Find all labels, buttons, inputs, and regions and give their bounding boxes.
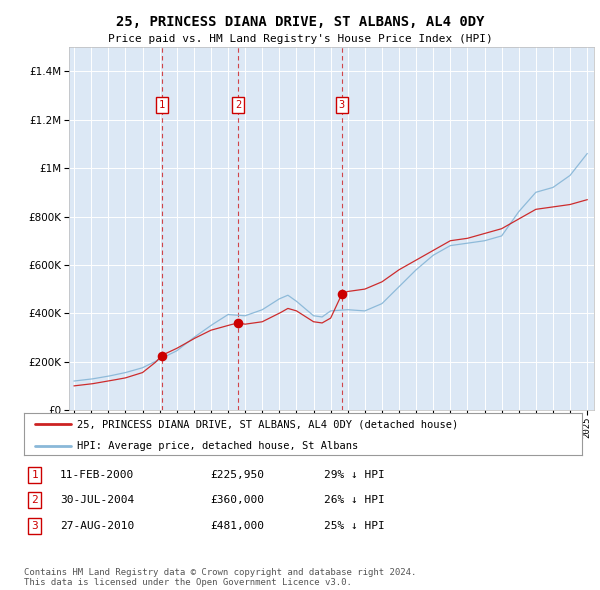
Text: 2: 2 <box>31 496 38 505</box>
Text: £360,000: £360,000 <box>210 496 264 505</box>
Text: 25% ↓ HPI: 25% ↓ HPI <box>324 521 385 530</box>
Point <box>157 351 166 360</box>
Text: 25, PRINCESS DIANA DRIVE, ST ALBANS, AL4 0DY (detached house): 25, PRINCESS DIANA DRIVE, ST ALBANS, AL4… <box>77 419 458 430</box>
Text: 11-FEB-2000: 11-FEB-2000 <box>60 470 134 480</box>
Text: Contains HM Land Registry data © Crown copyright and database right 2024.
This d: Contains HM Land Registry data © Crown c… <box>24 568 416 587</box>
Text: 3: 3 <box>339 100 345 110</box>
Text: £225,950: £225,950 <box>210 470 264 480</box>
Text: HPI: Average price, detached house, St Albans: HPI: Average price, detached house, St A… <box>77 441 358 451</box>
Point <box>337 289 347 299</box>
Text: £481,000: £481,000 <box>210 521 264 530</box>
Text: 25, PRINCESS DIANA DRIVE, ST ALBANS, AL4 0DY: 25, PRINCESS DIANA DRIVE, ST ALBANS, AL4… <box>116 15 484 29</box>
Text: 1: 1 <box>31 470 38 480</box>
Text: 1: 1 <box>158 100 165 110</box>
Text: 3: 3 <box>31 521 38 530</box>
Text: 27-AUG-2010: 27-AUG-2010 <box>60 521 134 530</box>
Text: Price paid vs. HM Land Registry's House Price Index (HPI): Price paid vs. HM Land Registry's House … <box>107 34 493 44</box>
Text: 30-JUL-2004: 30-JUL-2004 <box>60 496 134 505</box>
Point <box>233 318 243 327</box>
Text: 29% ↓ HPI: 29% ↓ HPI <box>324 470 385 480</box>
Text: 26% ↓ HPI: 26% ↓ HPI <box>324 496 385 505</box>
Text: 2: 2 <box>235 100 241 110</box>
